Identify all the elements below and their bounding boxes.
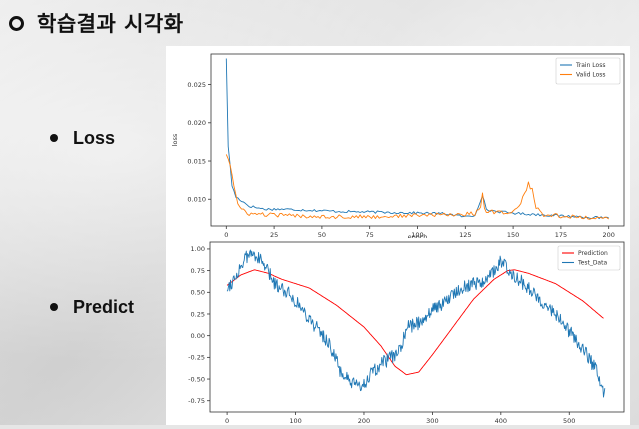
y-tick-label: 0.015 bbox=[187, 157, 206, 165]
x-tick-label: 25 bbox=[270, 231, 278, 239]
bullet-dot-icon bbox=[50, 134, 58, 142]
x-tick-label: 100 bbox=[411, 231, 423, 239]
predict-chart-panel: 0 100 200 300 400 500 1.00 0.75 0.50 0.25 0.00 -0.2… bbox=[166, 238, 630, 425]
x-tick-label: 0 bbox=[224, 231, 228, 239]
slide-title: 학습결과 시각화 bbox=[37, 12, 184, 36]
y-tick-label: 0.025 bbox=[187, 81, 206, 89]
series-line-test-data bbox=[226, 249, 606, 398]
y-tick-label: -0.75 bbox=[188, 397, 205, 405]
x-tick-label: 300 bbox=[426, 417, 438, 425]
x-tick-label: 400 bbox=[495, 417, 507, 425]
legend-box bbox=[557, 245, 621, 271]
series-line-prediction bbox=[226, 269, 604, 376]
x-tick-label: 75 bbox=[366, 231, 374, 239]
y-tick-label: -0.25 bbox=[188, 354, 205, 362]
y-axis-label: loss bbox=[171, 133, 179, 146]
y-tick-label: 0.25 bbox=[191, 310, 205, 318]
x-tick-label: 200 bbox=[358, 417, 370, 425]
plot-frame bbox=[209, 241, 625, 413]
legend-label: Test_Data bbox=[577, 260, 607, 267]
predict-chart: 0 100 200 300 400 500 1.00 0.75 0.50 0.25 0.00 -0.2… bbox=[188, 241, 625, 425]
bullet-label-loss: Loss bbox=[73, 128, 116, 148]
legend-label: Valid Loss bbox=[576, 72, 606, 79]
title-bullet-icon bbox=[9, 16, 24, 31]
y-tick-label: 1.00 bbox=[191, 245, 205, 253]
x-tick-label: 150 bbox=[507, 231, 519, 239]
x-tick-label: 500 bbox=[563, 417, 575, 425]
y-tick-label: 0.50 bbox=[191, 289, 205, 297]
loss-chart-panel: 0 25 50 75 100 125 150 175 200 0.010 0.015 0.020 0.0… bbox=[166, 46, 630, 241]
x-tick-label: 175 bbox=[555, 231, 567, 239]
y-tick-label: 0.75 bbox=[191, 267, 205, 275]
x-axis-label: epoch bbox=[408, 233, 428, 240]
y-tick-label: 0.010 bbox=[187, 196, 206, 204]
series-line-valid-loss bbox=[225, 154, 609, 220]
y-tick-label: -0.50 bbox=[188, 375, 205, 383]
x-tick-label: 125 bbox=[459, 231, 471, 239]
x-tick-label: 200 bbox=[602, 231, 614, 239]
legend-label: Prediction bbox=[578, 250, 608, 257]
x-tick-label: 100 bbox=[289, 417, 301, 425]
series-line-train-loss bbox=[225, 58, 609, 220]
bullet-dot-icon bbox=[50, 303, 58, 311]
bullet-label-predict: Predict bbox=[73, 297, 135, 317]
y-tick-label: 0.00 bbox=[191, 332, 205, 340]
y-tick-label: 0.020 bbox=[187, 119, 206, 127]
x-tick-label: 0 bbox=[225, 417, 229, 425]
loss-chart: 0 25 50 75 100 125 150 175 200 0.010 0.015 0.020 0.0… bbox=[171, 53, 625, 241]
x-tick-label: 50 bbox=[318, 231, 326, 239]
legend-label: Train Loss bbox=[575, 62, 605, 69]
